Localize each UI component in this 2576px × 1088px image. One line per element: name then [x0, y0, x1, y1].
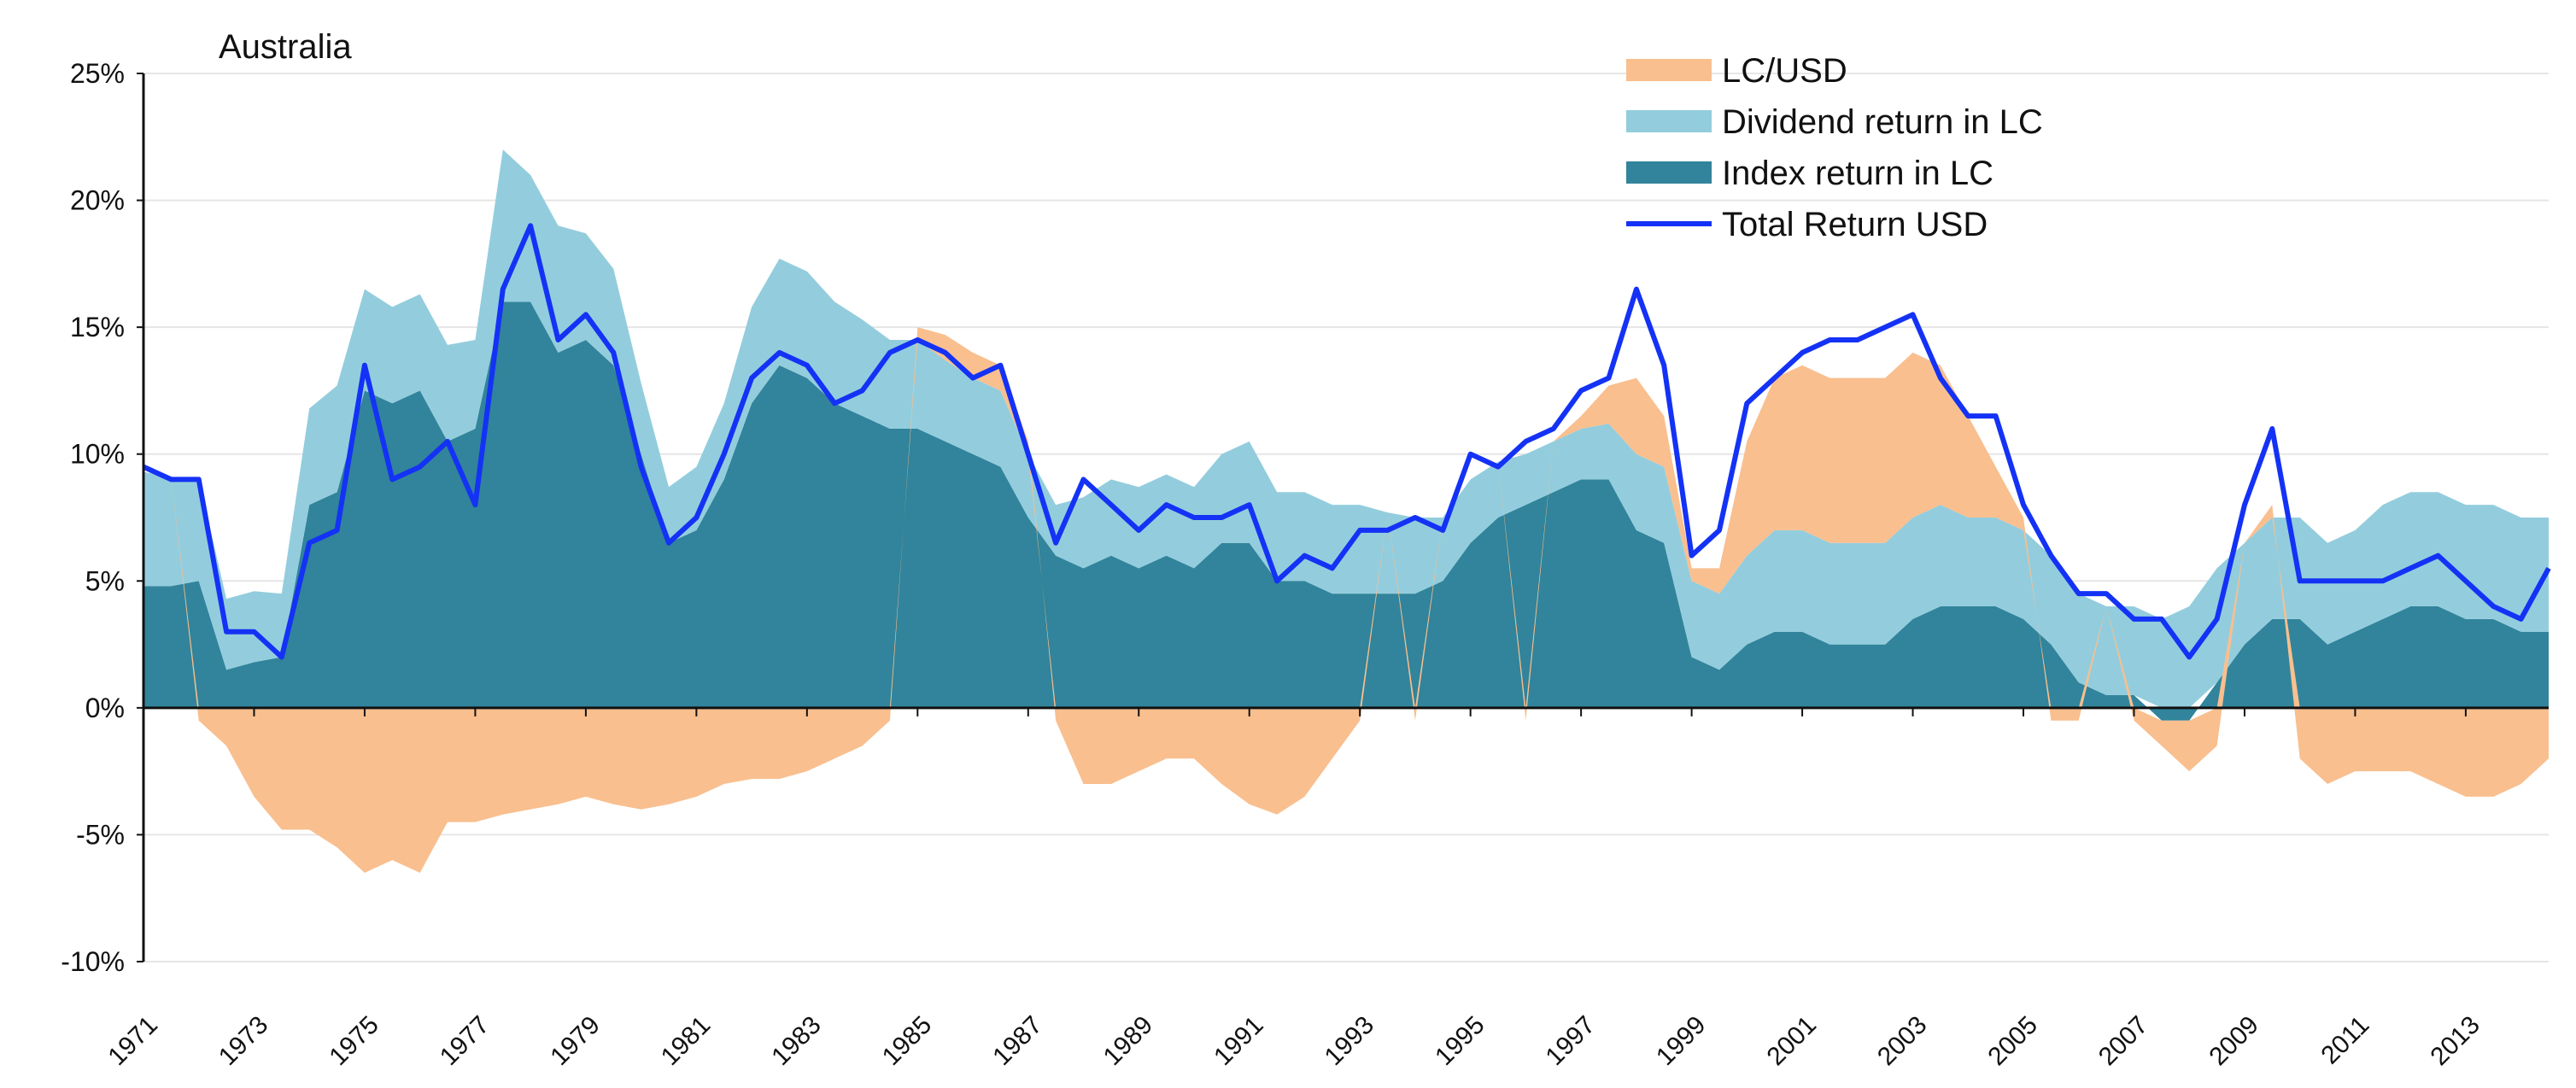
- legend: LC/USD Dividend return in LC Index return …: [1626, 52, 2043, 243]
- x-tick-label: 1997: [1541, 1011, 1601, 1072]
- y-tick-label: 10%: [70, 439, 125, 470]
- total-return-usd-line: [142, 223, 2551, 660]
- legend-label: Dividend return in LC: [1722, 103, 2043, 141]
- y-tick-label: 25%: [70, 58, 125, 89]
- x-tick-label: 2011: [2315, 1011, 2374, 1070]
- legend-label: Total Return USD: [1722, 206, 1988, 243]
- x-tick-label: 1973: [214, 1011, 274, 1072]
- x-tick-label: 1995: [1430, 1011, 1490, 1072]
- x-tick-label: 2005: [1982, 1011, 2043, 1072]
- x-tick-label: 1971: [102, 1011, 163, 1072]
- x-tick-label: 2003: [1872, 1011, 1933, 1072]
- x-tick-label: 2009: [2204, 1011, 2264, 1072]
- x-tick-label: 1989: [1098, 1011, 1159, 1072]
- legend-swatch: [1626, 59, 1712, 81]
- x-tick-label: 1991: [1209, 1011, 1269, 1072]
- y-tick-label: 0%: [85, 693, 125, 723]
- y-tick-label: 15%: [70, 312, 125, 342]
- legend-swatch: [1626, 161, 1712, 184]
- y-tick-label: -10%: [61, 946, 125, 977]
- area-dividend-return-in-lc: [143, 149, 2549, 708]
- legend-label: Index return in LC: [1722, 155, 1993, 192]
- area-index-return-in-lc: [143, 301, 2549, 721]
- y-tick-label: 20%: [70, 185, 125, 216]
- legend-swatch: [1626, 110, 1712, 132]
- legend-label: LC/USD: [1722, 52, 1847, 90]
- x-tick-label: 1987: [987, 1011, 1048, 1072]
- chart-title: Australia: [219, 28, 352, 66]
- x-tick-label: 1981: [656, 1011, 717, 1072]
- x-tick-label: 2001: [1761, 1011, 1822, 1072]
- x-tick-label: 1993: [1320, 1011, 1380, 1072]
- area-lc-usd: [143, 327, 2549, 874]
- x-tick-label: 1985: [877, 1011, 938, 1072]
- y-tick-label: 5%: [85, 565, 125, 596]
- x-tick-label: 2013: [2425, 1011, 2485, 1072]
- y-tick-label: -5%: [76, 819, 125, 850]
- stacked-areas: [143, 149, 2549, 874]
- x-tick-label: 1979: [545, 1011, 606, 1072]
- x-tick-label: 1983: [766, 1011, 827, 1072]
- x-tick-label: 2007: [2093, 1011, 2154, 1072]
- x-tick-label: 1999: [1651, 1011, 1712, 1072]
- total-return-line-layer: [142, 223, 2551, 660]
- x-tick-label: 1975: [324, 1011, 384, 1072]
- x-tick-label: 1977: [435, 1011, 495, 1072]
